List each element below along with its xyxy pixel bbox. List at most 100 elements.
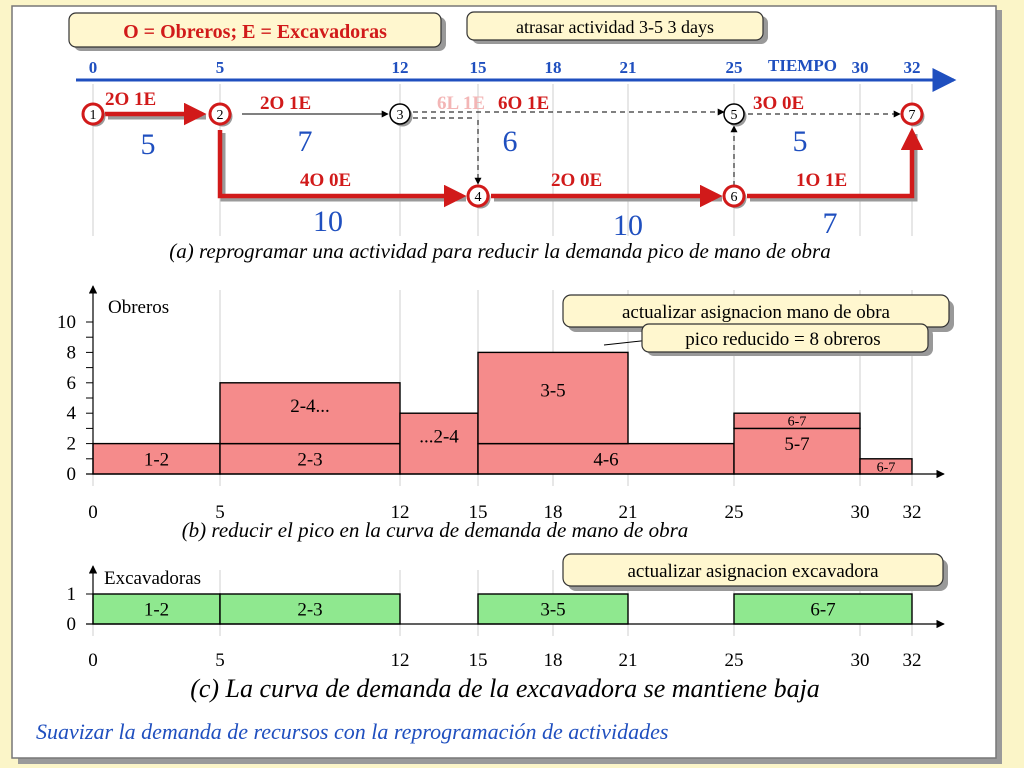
activity-duration-label: 10 — [613, 209, 643, 242]
peak-note-box — [641, 323, 929, 353]
time-axis-ticks: 0 5 12 15 18 21 25 30 32 — [89, 58, 921, 77]
block-...2-4: ...2-4 — [399, 412, 479, 475]
block-label: ...2-4 — [419, 426, 459, 447]
y-tick-label: 4 — [67, 403, 77, 424]
critical-path — [105, 102, 924, 208]
node-1: 1 — [81, 102, 106, 127]
time-axis-label: TIEMPO — [768, 56, 837, 75]
activity-resource-label: 2O 0E — [551, 170, 602, 191]
node-7: 7 — [900, 102, 925, 127]
x-tick-label: 0 — [88, 650, 98, 671]
block-2-4...: 2-4... — [219, 382, 401, 445]
caption-c: (c) La curva de demanda de la excavadora… — [190, 674, 820, 703]
y-tick-label: 0 — [67, 614, 77, 635]
node-label: 3 — [397, 108, 404, 123]
block-1-2: 1-2 — [92, 593, 221, 625]
x-tick-label: 18 — [544, 502, 563, 523]
node-5: 5 — [723, 103, 747, 127]
x-tick-label: 21 — [619, 502, 638, 523]
x-tick-label: 12 — [391, 502, 410, 523]
caption-b: (b) reducir el pico en la curva de deman… — [182, 518, 689, 542]
y-tick-label: 1 — [67, 584, 77, 605]
block-rect — [477, 351, 629, 445]
node-3: 3 — [389, 103, 413, 127]
time-tick-label: 25 — [726, 58, 743, 77]
y-tick-label: 0 — [67, 464, 77, 485]
excavator-y-label: Excavadoras — [104, 568, 201, 589]
y-tick-label: 10 — [57, 312, 76, 333]
block-1-2: 1-2 — [92, 442, 221, 475]
activity-resource-label: 4O 0E — [300, 170, 351, 191]
activity-duration-label: 5 — [793, 125, 808, 158]
delay-note-box — [466, 11, 764, 41]
block-rect — [733, 427, 861, 475]
block-label: 6-7 — [788, 415, 807, 430]
labor-y-label: Obreros — [108, 297, 169, 318]
x-tick-label: 21 — [619, 650, 638, 671]
block-label: 4-6 — [593, 449, 618, 470]
x-tick-label: 12 — [391, 650, 410, 671]
legend-box — [68, 12, 442, 48]
labor-blocks: 1-2 2-3 2-4... ...2-4 4-6 3-5 5-7 6-7 6-7 — [92, 351, 913, 475]
block-5-7: 5-7 — [733, 427, 861, 475]
time-tick-label: 32 — [904, 58, 921, 77]
node-label: 1 — [90, 108, 97, 123]
activity-duration-label: 5 — [141, 128, 156, 161]
activity-resource-label: 2O 1E — [260, 93, 311, 114]
activity-duration-label: 6 — [503, 125, 518, 158]
block-3-5: 3-5 — [477, 351, 629, 445]
block-label: 2-3 — [297, 449, 322, 470]
block-label: 6-7 — [810, 600, 835, 621]
excavator-note-box — [562, 553, 944, 587]
x-tick-label: 32 — [903, 502, 922, 523]
block-label: 3-5 — [540, 600, 565, 621]
x-tick-label: 15 — [469, 650, 488, 671]
block-rect — [219, 593, 401, 625]
block-6-7: 6-7 — [733, 412, 861, 430]
activity-resource-label: 1O 1E — [796, 170, 847, 191]
y-tick-label: 6 — [67, 373, 77, 394]
block-6-7: 6-7 — [859, 458, 913, 475]
node-label: 5 — [731, 108, 738, 123]
block-2-3: 2-3 — [219, 442, 401, 475]
legend-text: O = Obreros; E = Excavadoras — [123, 21, 387, 43]
labor-x-ticks: 0 5 12 15 18 21 25 30 32 — [88, 502, 921, 523]
node-label: 7 — [909, 108, 916, 123]
x-tick-label: 25 — [725, 650, 744, 671]
activity-resource-label: 2O 1E — [105, 89, 156, 110]
block-label: 1-2 — [144, 449, 169, 470]
network-nodes: 1 2 3 4 5 6 7 — [81, 102, 925, 209]
x-tick-label: 25 — [725, 502, 744, 523]
node-2: 2 — [208, 102, 233, 127]
network-diagram: O = Obreros; E = Excavadoras atrasar act… — [68, 11, 957, 263]
caption-a: (a) reprogramar una actividad para reduc… — [169, 239, 830, 263]
peak-note-text: pico reducido = 8 obreros — [685, 329, 880, 350]
footer-text: Suavizar la demanda de recursos con la r… — [36, 719, 668, 744]
block-label: 6-7 — [877, 460, 896, 475]
arrow-2-4 — [217, 130, 467, 208]
block-2-3: 2-3 — [219, 593, 401, 625]
x-tick-label: 30 — [851, 650, 870, 671]
block-label: 1-2 — [144, 600, 169, 621]
activity-duration-label: 7 — [298, 125, 313, 158]
x-tick-label: 5 — [215, 502, 225, 523]
excavator-demand-chart: 1-2 2-3 3-5 6-7 01 0 5 12 15 18 21 25 30 32 Excavad… — [67, 553, 948, 703]
block-label: 3-5 — [540, 381, 565, 402]
delay-note-text: atrasar actividad 3-5 3 days — [516, 17, 714, 37]
block-label: 5-7 — [784, 434, 809, 455]
x-tick-label: 0 — [88, 502, 98, 523]
time-tick-label: 0 — [89, 58, 98, 77]
x-tick-label: 5 — [215, 650, 225, 671]
time-tick-label: 30 — [852, 58, 869, 77]
block-6-7: 6-7 — [733, 593, 913, 625]
block-rect — [733, 412, 861, 430]
excavator-y-ticks: 01 — [67, 584, 93, 635]
node-6: 6 — [722, 184, 747, 209]
activity-resource-label: 6O 1E — [498, 93, 549, 114]
time-tick-label: 18 — [545, 58, 562, 77]
labor-demand-chart: 1-2 2-32-4......2-44-63-55-76-76-7 024681… — [57, 285, 954, 542]
x-tick-label: 30 — [851, 502, 870, 523]
block-rect — [219, 382, 401, 445]
activity-resource-label: 3O 0E — [753, 93, 804, 114]
